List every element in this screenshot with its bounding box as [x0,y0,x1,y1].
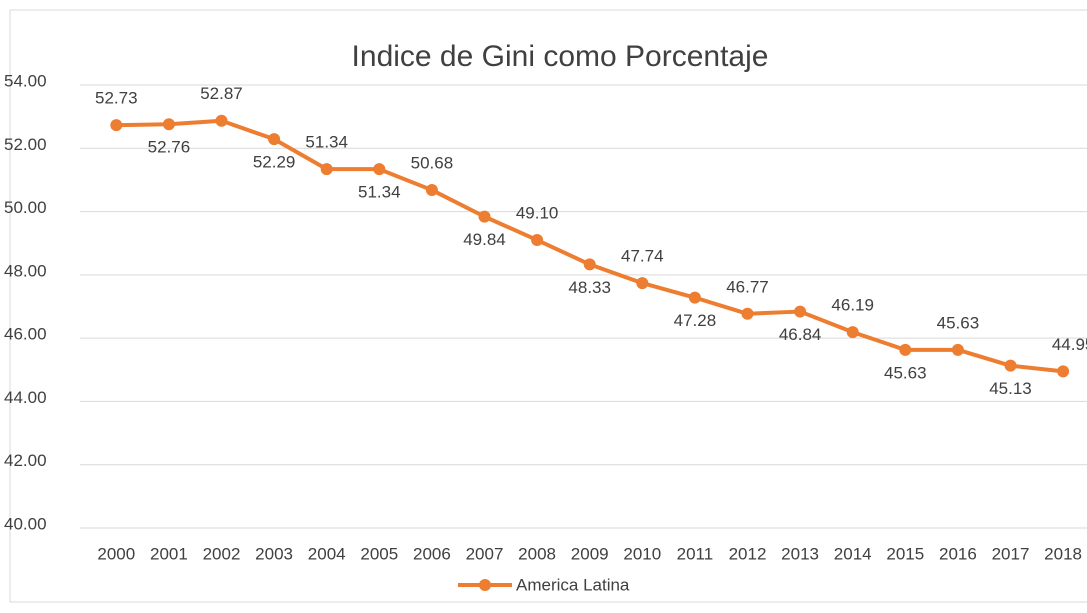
x-tick-label: 2016 [939,544,977,563]
data-label: 45.13 [989,379,1032,398]
data-point [1057,365,1070,378]
data-label: 52.73 [95,89,138,108]
data-point [373,163,386,176]
data-label: 44.95 [1052,335,1087,354]
legend-marker [479,579,491,591]
x-tick-label: 2011 [677,544,714,563]
data-label: 46.19 [831,296,874,315]
data-label: 51.34 [358,183,401,202]
data-point [846,326,859,339]
data-point [320,163,333,176]
y-tick-label: 44.00 [4,388,47,407]
data-point [688,291,701,304]
data-label: 48.33 [568,278,611,297]
data-label: 46.84 [779,325,822,344]
y-tick-label: 50.00 [4,198,47,217]
x-tick-label: 2009 [571,544,609,563]
x-tick-label: 2015 [886,544,924,563]
data-label: 49.84 [463,230,506,249]
chart-title: Indice de Gini como Porcentaje [352,40,769,73]
x-tick-label: 2003 [255,544,293,563]
data-point [215,114,228,127]
y-tick-label: 46.00 [4,325,47,344]
x-tick-label: 2005 [360,544,398,563]
y-tick-label: 54.00 [4,71,47,90]
data-point [425,184,438,197]
data-label: 45.63 [937,313,980,332]
data-point [741,307,754,320]
y-tick-label: 42.00 [4,451,47,470]
data-label: 46.77 [726,277,769,296]
x-tick-label: 2013 [781,544,819,563]
x-tick-label: 2000 [97,544,135,563]
x-tick-label: 2017 [992,544,1030,563]
data-point [478,210,491,223]
data-point [951,343,964,356]
data-label: 52.87 [200,84,243,103]
data-label: 51.34 [305,133,348,152]
y-tick-label: 40.00 [4,514,47,533]
data-label: 49.10 [516,204,559,223]
data-point [1004,359,1017,372]
x-tick-label: 2006 [413,544,451,563]
data-point [583,258,596,271]
x-tick-label: 2002 [203,544,241,563]
data-label: 52.76 [148,138,191,157]
x-tick-label: 2004 [308,544,346,563]
chart-border [9,9,1087,603]
x-tick-label: 2014 [834,544,872,563]
x-tick-label: 2018 [1044,544,1082,563]
data-point [162,118,175,131]
x-tick-label: 2010 [623,544,661,563]
data-point [899,343,912,356]
data-label: 47.74 [621,247,664,266]
data-label: 45.63 [884,363,927,382]
data-point [268,133,281,146]
y-tick-label: 52.00 [4,135,47,154]
data-label: 50.68 [411,154,454,173]
data-point [110,119,123,132]
legend-label: America Latina [516,575,630,594]
data-label: 52.29 [253,153,296,172]
x-tick-label: 2001 [150,544,188,563]
x-tick-label: 2012 [729,544,767,563]
data-point [794,305,807,318]
data-label: 47.28 [674,311,717,330]
data-point [531,234,544,247]
y-tick-label: 48.00 [4,261,47,280]
x-tick-label: 2008 [518,544,556,563]
data-point [636,277,649,290]
x-tick-label: 2007 [466,544,504,563]
